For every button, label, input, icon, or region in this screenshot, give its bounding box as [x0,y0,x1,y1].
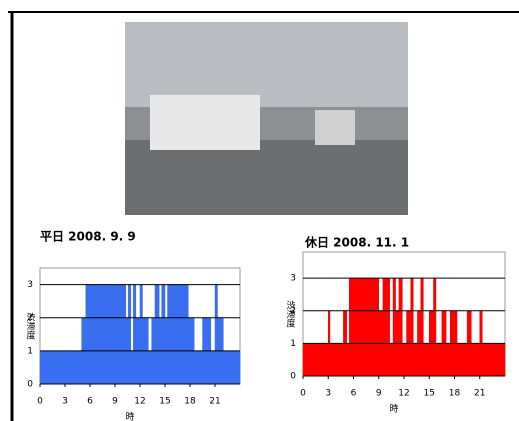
y-tick-label: 1 [290,339,296,349]
x-axis-label: 時 [125,412,134,421]
y-tick-label: 2 [27,313,33,323]
x-tick-label: 3 [325,389,331,399]
x-tick-label: 18 [184,397,196,407]
chart-title: 休日 2008. 11. 1 [304,235,409,250]
y-axis-label: 渋滞度 [285,299,296,328]
photo [125,22,408,215]
y-tick-label: 1 [27,346,33,356]
x-tick-label: 0 [37,397,43,407]
x-tick-label: 18 [449,389,461,399]
chart-title: 平日 2008. 9. 9 [40,230,136,244]
x-tick-label: 9 [376,389,382,399]
x-tick-label: 12 [398,389,409,399]
y-tick-label: 3 [27,280,33,290]
x-tick-label: 12 [134,397,145,407]
y-tick-label: 3 [290,274,296,284]
x-tick-label: 6 [351,389,357,399]
x-tick-label: 21 [209,397,220,407]
y-tick-label: 0 [290,372,296,382]
x-tick-label: 21 [474,389,485,399]
x-tick-label: 6 [87,397,93,407]
x-tick-label: 9 [112,397,118,407]
x-tick-label: 3 [62,397,68,407]
y-tick-label: 0 [27,380,33,390]
x-tick-label: 15 [159,397,170,407]
x-tick-label: 15 [424,389,435,399]
y-axis-label: 渋滞度 [25,311,36,340]
x-axis-label: 時 [389,404,398,415]
x-tick-label: 0 [300,389,306,399]
y-tick-label: 2 [290,306,296,316]
